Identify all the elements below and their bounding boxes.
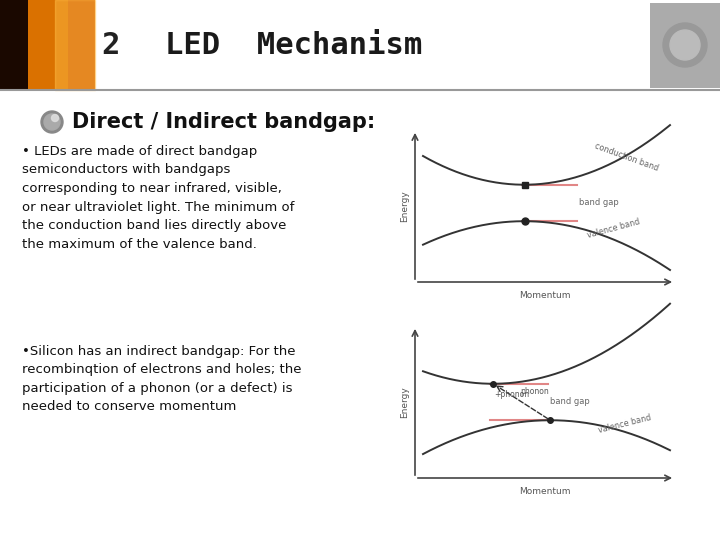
Text: phonon: phonon [521,387,549,396]
Text: 2: 2 [101,30,120,59]
Circle shape [670,30,700,60]
Text: band gap: band gap [550,397,590,407]
Text: Momentum: Momentum [519,292,571,300]
Circle shape [663,23,707,67]
Text: band gap: band gap [579,199,618,207]
Text: Energy: Energy [400,386,410,418]
Text: Energy: Energy [400,190,410,222]
FancyBboxPatch shape [650,3,720,88]
Text: Direct / Indirect bandgap:: Direct / Indirect bandgap: [72,112,375,132]
Text: •Silicon has an indirect bandgap: For the
recombinqtion of electrons and holes; : •Silicon has an indirect bandgap: For th… [22,345,302,414]
Text: valence band: valence band [598,413,652,435]
Text: +phonon: +phonon [494,390,529,399]
Text: valence band: valence band [586,218,641,240]
Circle shape [52,114,58,122]
Text: • LEDs are made of direct bandgap
semiconductors with bandgaps
corresponding to : • LEDs are made of direct bandgap semico… [22,145,294,251]
FancyBboxPatch shape [0,0,95,90]
FancyBboxPatch shape [28,0,68,90]
Text: conduction band: conduction band [593,141,660,173]
Circle shape [44,114,60,130]
Circle shape [41,111,63,133]
Text: LED  Mechanism: LED Mechanism [165,30,422,59]
FancyBboxPatch shape [0,0,28,90]
Text: Momentum: Momentum [519,488,571,496]
